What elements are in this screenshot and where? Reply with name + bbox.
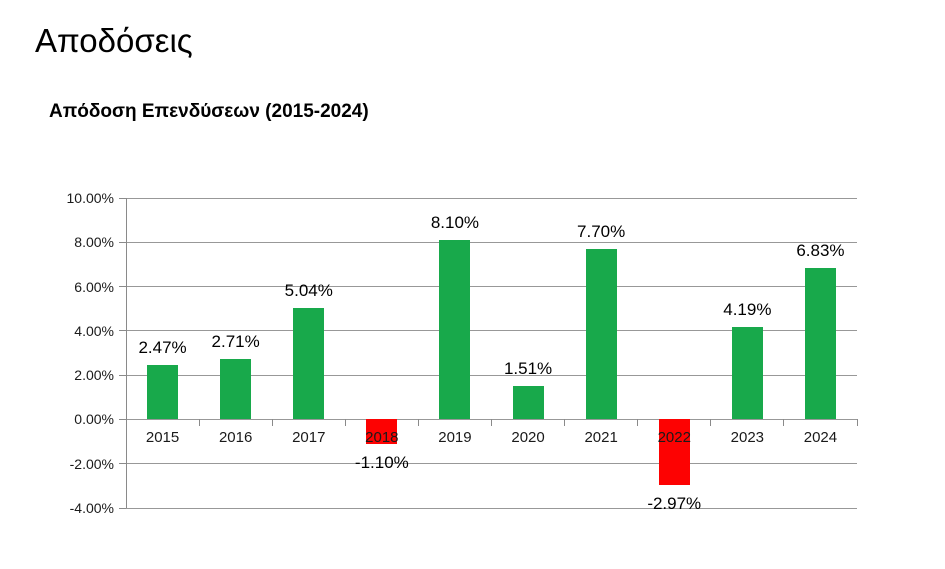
gridline: [126, 374, 857, 376]
gridline: [126, 241, 857, 243]
bar-2021: [585, 248, 617, 420]
x-axis-tick: [417, 419, 419, 427]
bar-value-label: -1.10%: [354, 452, 409, 472]
y-axis-tick: [119, 241, 126, 243]
y-axis-label: 10.00%: [66, 190, 114, 206]
x-axis-tick: [783, 419, 785, 427]
x-axis-label: 2023: [730, 429, 765, 447]
bar-value-label: 8.10%: [430, 213, 480, 233]
x-axis-tick: [491, 419, 492, 427]
bar-2017: [293, 307, 325, 420]
x-axis-tick: [856, 419, 858, 427]
bar-value-label: 5.04%: [284, 280, 333, 300]
page-title: Αποδόσεις: [35, 22, 193, 59]
x-axis-label: 2022: [657, 429, 691, 447]
x-axis-label: 2016: [218, 429, 253, 447]
y-axis-line: [126, 198, 127, 508]
y-axis-label: 4.00%: [74, 322, 114, 339]
x-axis-tick: [198, 419, 200, 427]
y-axis-tick: [119, 507, 126, 509]
y-axis-label: -4.00%: [69, 500, 114, 516]
bar-2018: [366, 419, 398, 444]
gridline: [126, 507, 857, 509]
gridline: [126, 286, 857, 288]
bar-2024: [804, 268, 836, 420]
bar-2019: [439, 240, 471, 420]
bar-2022: [658, 419, 690, 486]
bar-2015: [147, 364, 179, 420]
x-axis-tick: [710, 419, 712, 427]
x-axis-label: 2015: [145, 429, 180, 447]
y-axis-label: -2.00%: [69, 455, 114, 472]
x-axis-tick: [564, 419, 566, 427]
gridline: [126, 330, 857, 332]
bar-value-label: -2.97%: [647, 494, 702, 514]
y-axis-tick: [119, 418, 126, 420]
bar-2020: [512, 385, 544, 420]
y-axis-label: 8.00%: [74, 234, 114, 251]
bar-value-label: 2.71%: [211, 332, 260, 352]
y-axis-tick: [119, 463, 126, 465]
x-axis-label: 2024: [803, 429, 838, 447]
bar-value-label: 6.83%: [796, 241, 845, 261]
x-axis-label: 2020: [511, 429, 545, 447]
bar-2023: [731, 326, 763, 420]
x-axis-label: 2019: [438, 429, 472, 447]
y-axis-tick: [119, 286, 126, 288]
bar-value-label: 4.19%: [723, 299, 772, 319]
x-axis-tick: [344, 419, 346, 427]
gridline: [126, 463, 857, 465]
x-axis-label: 2017: [292, 429, 326, 447]
x-axis-tick: [271, 419, 273, 427]
bar-value-label: 2.47%: [138, 337, 187, 357]
x-axis-tick: [637, 419, 639, 427]
chart-title: Απόδοση Επενδύσεων (2015-2024): [49, 101, 369, 122]
bar-2016: [220, 359, 252, 420]
x-axis-label: 2018: [365, 429, 399, 447]
y-axis-label: 0.00%: [74, 411, 114, 428]
y-axis-tick: [119, 330, 126, 332]
y-axis-tick: [119, 374, 126, 376]
bar-value-label: 7.70%: [577, 221, 626, 241]
y-axis-label: 2.00%: [74, 367, 114, 384]
x-axis-label: 2021: [584, 429, 618, 447]
y-axis-label: 6.00%: [74, 278, 114, 295]
gridline: [126, 197, 857, 199]
y-axis-tick: [119, 197, 126, 199]
x-axis-tick: [125, 419, 127, 427]
bar-value-label: 1.51%: [503, 358, 553, 378]
